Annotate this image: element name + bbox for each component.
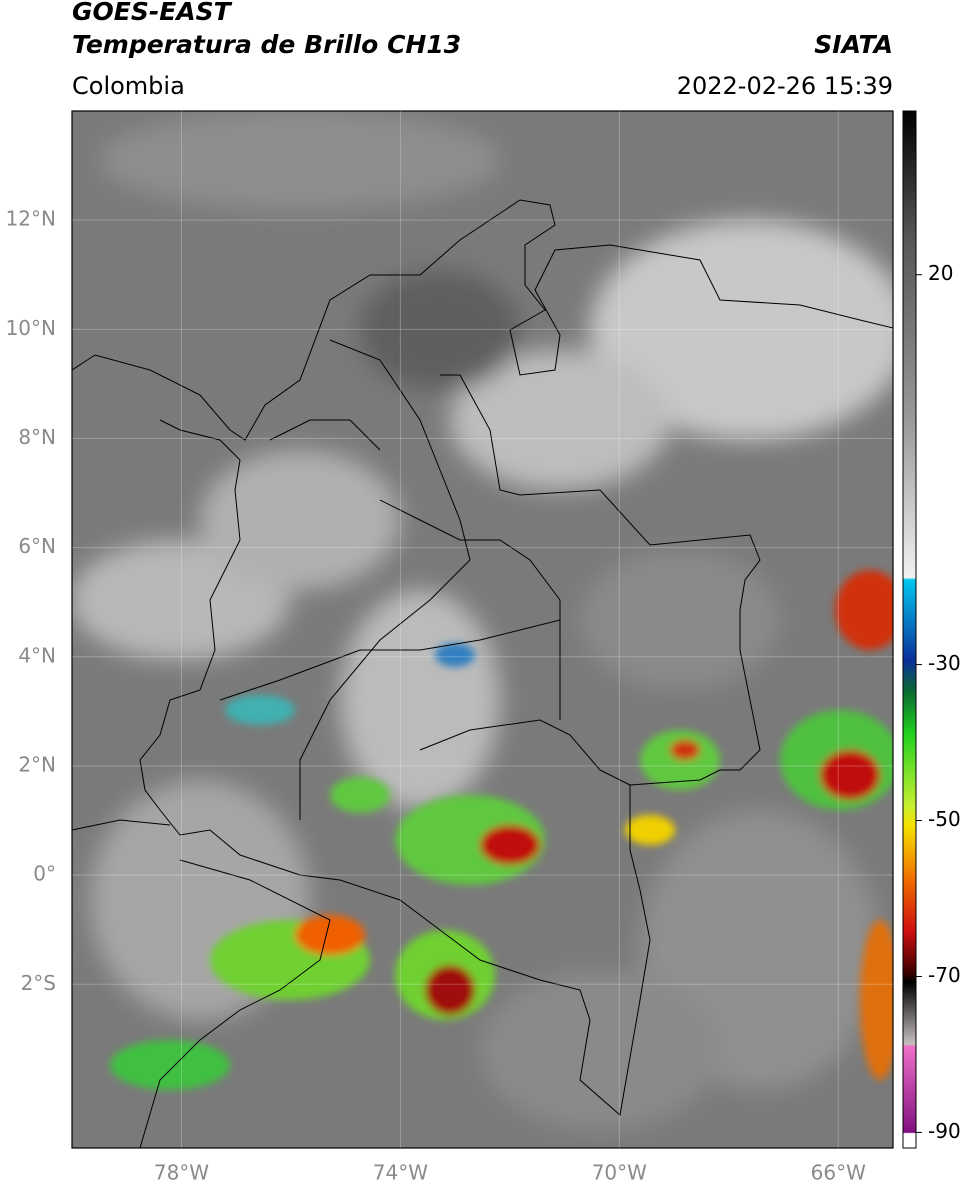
map-frame xyxy=(71,110,894,1149)
source: SIATA xyxy=(814,30,893,59)
cloud-field xyxy=(72,111,893,1130)
subtitle: Temperatura de Brillo CH13 xyxy=(72,30,461,59)
lon-tick-label: 70°W xyxy=(592,1161,647,1185)
lat-tick-label: 0° xyxy=(33,862,56,886)
lat-tick-label: 8°N xyxy=(18,425,56,449)
colorbar-tick-label: 20 xyxy=(928,261,953,285)
timestamp: 2022-02-26 15:39 xyxy=(677,72,893,100)
colorbar-tick-label: -70 xyxy=(928,963,961,987)
colorbar xyxy=(902,110,917,1149)
convection xyxy=(110,570,893,1090)
lat-tick-label: 10°N xyxy=(6,316,56,340)
lat-tick-label: 4°N xyxy=(18,643,56,667)
lat-tick-label: 2°N xyxy=(18,752,56,776)
lon-tick-label: 78°W xyxy=(154,1161,209,1185)
colorbar-tick-label: -50 xyxy=(928,807,961,831)
colorbar-tick-label: -90 xyxy=(928,1119,961,1143)
lat-tick-label: 6°N xyxy=(18,534,56,558)
title: GOES-EAST xyxy=(72,0,233,26)
borders xyxy=(72,199,893,1148)
map-image xyxy=(72,111,893,1148)
lat-tick-label: 2°S xyxy=(21,971,56,995)
lat-tick-label: 12°N xyxy=(6,207,56,231)
region: Colombia xyxy=(72,72,185,100)
colorbar-tick-label: -30 xyxy=(928,651,961,675)
lon-tick-label: 74°W xyxy=(373,1161,428,1185)
lon-tick-label: 66°W xyxy=(811,1161,866,1185)
